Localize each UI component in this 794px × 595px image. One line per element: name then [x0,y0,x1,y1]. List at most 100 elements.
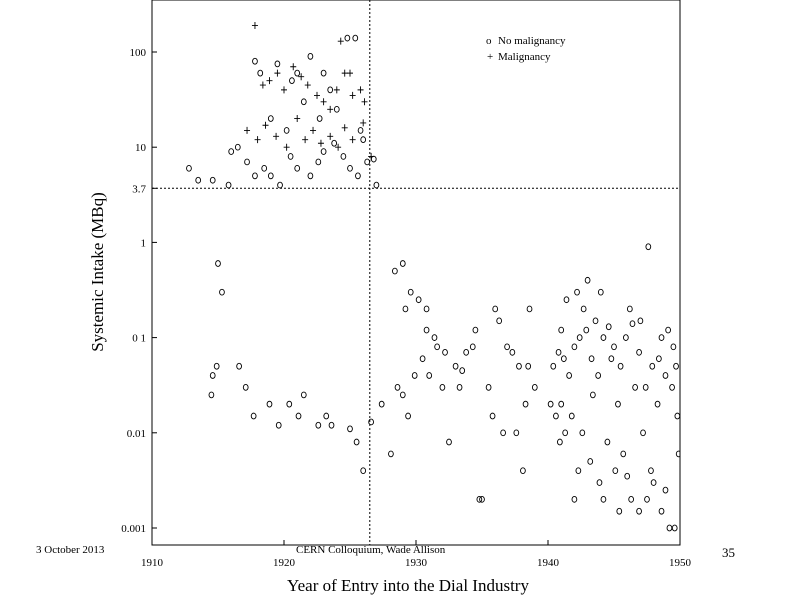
footer-date: 3 October 2013 [36,544,105,556]
y-tick-label: 3.7 [132,183,146,195]
point-no-malignancy [620,450,627,458]
point-no-malignancy [261,164,268,172]
point-no-malignancy [275,421,282,429]
point-malignancy [294,115,301,123]
point-no-malignancy [516,362,522,370]
point-no-malignancy [228,148,235,155]
point-no-malignancy [675,450,680,458]
point-malignancy [341,69,348,77]
point-no-malignancy [665,326,671,334]
point-malignancy [349,136,356,144]
point-no-malignancy [402,305,409,313]
point-no-malignancy [509,348,516,356]
point-malignancy [320,98,327,106]
point-no-malignancy [571,495,578,503]
point-no-malignancy [415,296,422,304]
point-no-malignancy [595,372,602,379]
point-no-malignancy [252,172,258,180]
point-no-malignancy [617,362,624,370]
point-no-malignancy [411,372,418,379]
point-malignancy [335,143,342,151]
point-no-malignancy [266,400,273,408]
point-no-malignancy [431,334,438,341]
point-malignancy [333,86,340,94]
data-points [186,21,680,532]
y-axis: 0.001 0.01 0 1 1 3.7 10 100 [121,47,157,535]
point-no-malignancy [588,355,595,363]
point-no-malignancy [419,355,426,363]
point-no-malignancy [604,438,611,446]
point-malignancy [283,143,290,151]
point-malignancy [302,136,309,144]
point-no-malignancy [605,323,612,331]
point-malignancy [244,126,251,134]
point-no-malignancy [352,34,359,42]
point-no-malignancy [315,158,322,166]
point-no-malignancy [378,400,385,408]
point-no-malignancy [628,495,635,503]
point-malignancy [254,136,261,144]
point-no-malignancy [316,115,323,122]
point-no-malignancy [590,391,596,399]
point-no-malignancy [555,348,562,356]
footer-presenter: CERN Colloquium, Wade Allison [296,544,446,556]
y-tick-label: 0 1 [132,333,146,345]
point-no-malignancy [277,181,283,189]
point-malignancy [266,77,273,85]
point-malignancy [274,69,281,77]
legend-symbol-no-malignancy: o [486,35,492,47]
point-no-malignancy [649,362,656,370]
page-number: 35 [722,545,735,560]
point-no-malignancy [344,34,351,42]
legend-symbol-malignancy: + [487,51,493,63]
y-tick-label: 1 [141,237,147,249]
point-no-malignancy [392,267,398,275]
point-no-malignancy [353,438,360,446]
point-no-malignancy [611,343,617,351]
point-malignancy [290,63,297,71]
point-no-malignancy [373,181,380,189]
point-no-malignancy [295,412,302,420]
point-no-malignancy [368,418,374,426]
plot-frame [151,0,681,546]
point-no-malignancy [300,391,307,399]
point-no-malignancy [423,326,430,334]
point-no-malignancy [656,355,662,363]
point-malignancy [337,37,344,45]
point-no-malignancy [476,495,483,503]
point-no-malignancy [642,384,649,391]
point-no-malignancy [283,127,290,134]
point-no-malignancy [525,362,532,370]
point-no-malignancy [328,421,335,429]
y-tick-label: 0.01 [127,428,146,440]
point-no-malignancy [323,412,330,420]
point-no-malignancy [294,164,301,172]
x-tick-label: 1950 [669,557,692,569]
point-no-malignancy [225,181,232,189]
point-no-malignancy [637,317,644,325]
point-no-malignancy [485,384,492,391]
point-no-malignancy [558,326,565,334]
x-tick-label: 1940 [537,557,560,569]
point-no-malignancy [236,362,242,370]
point-no-malignancy [394,384,401,391]
point-malignancy [262,121,269,129]
point-no-malignancy [209,176,216,184]
point-no-malignancy [571,343,578,351]
point-no-malignancy [463,348,470,356]
point-no-malignancy [360,467,367,475]
point-no-malignancy [636,507,642,515]
point-no-malignancy [267,172,274,180]
point-no-malignancy [307,53,314,60]
point-no-malignancy [632,384,638,391]
point-malignancy [259,81,266,89]
point-no-malignancy [452,362,459,370]
point-malignancy [349,91,356,99]
point-malignancy [361,98,368,106]
point-no-malignancy [669,384,675,391]
point-no-malignancy [513,429,520,437]
point-no-malignancy [496,317,503,325]
point-no-malignancy [645,243,652,251]
point-no-malignancy [624,472,631,480]
